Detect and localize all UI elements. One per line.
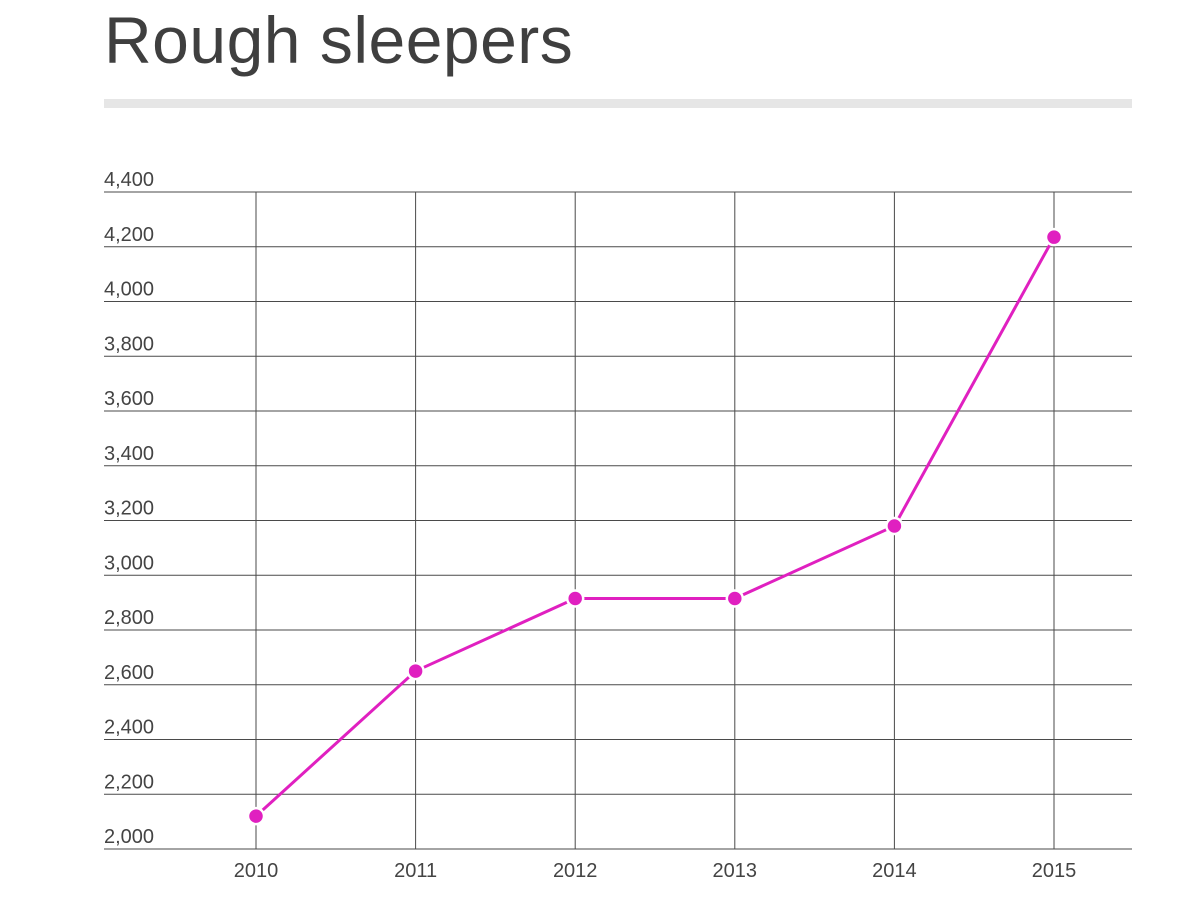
- x-tick-label: 2015: [1032, 860, 1077, 882]
- y-tick-label: 4,000: [104, 279, 154, 301]
- data-point-2015[interactable]: [1044, 227, 1064, 247]
- x-tick-label: 2011: [394, 860, 437, 882]
- data-point-2013[interactable]: [725, 589, 745, 608]
- y-tick-label: 4,400: [104, 169, 154, 191]
- y-tick-label: 2,200: [104, 771, 154, 793]
- x-tick-label: 2014: [872, 860, 917, 882]
- data-point-2014[interactable]: [885, 516, 904, 536]
- x-tick-label: 2012: [553, 860, 598, 882]
- data-point-2012[interactable]: [565, 589, 585, 608]
- y-tick-label: 2,400: [104, 717, 154, 739]
- vertical-gridlines: [255, 192, 1055, 849]
- data-point-2010[interactable]: [246, 806, 266, 826]
- y-axis: 2,000 2,200 2,400 2,600 2,800 3,000 3,200 3,400…: [104, 169, 154, 848]
- horizontal-gridlines: [104, 191, 1132, 850]
- x-tick-label: 2013: [713, 860, 758, 882]
- y-tick-label: 3,400: [104, 443, 154, 465]
- y-tick-label: 3,800: [104, 333, 154, 355]
- series-group: [246, 227, 1064, 826]
- chart-title: Rough sleepers: [104, 3, 574, 77]
- x-axis: 2010 2011 2012 2013 2014 2015: [234, 860, 1077, 882]
- y-tick-label: 2,600: [104, 662, 154, 684]
- title-divider: [104, 99, 1132, 108]
- y-tick-label: 2,800: [104, 607, 154, 629]
- x-tick-label: 2010: [234, 860, 279, 882]
- y-tick-label: 2,000: [104, 826, 154, 848]
- data-point-2011[interactable]: [406, 661, 425, 681]
- y-tick-label: 3,200: [104, 498, 154, 520]
- y-tick-label: 3,000: [104, 552, 154, 574]
- series-line: [254, 235, 1056, 818]
- y-tick-label: 3,600: [104, 388, 154, 410]
- y-tick-label: 4,200: [104, 224, 154, 246]
